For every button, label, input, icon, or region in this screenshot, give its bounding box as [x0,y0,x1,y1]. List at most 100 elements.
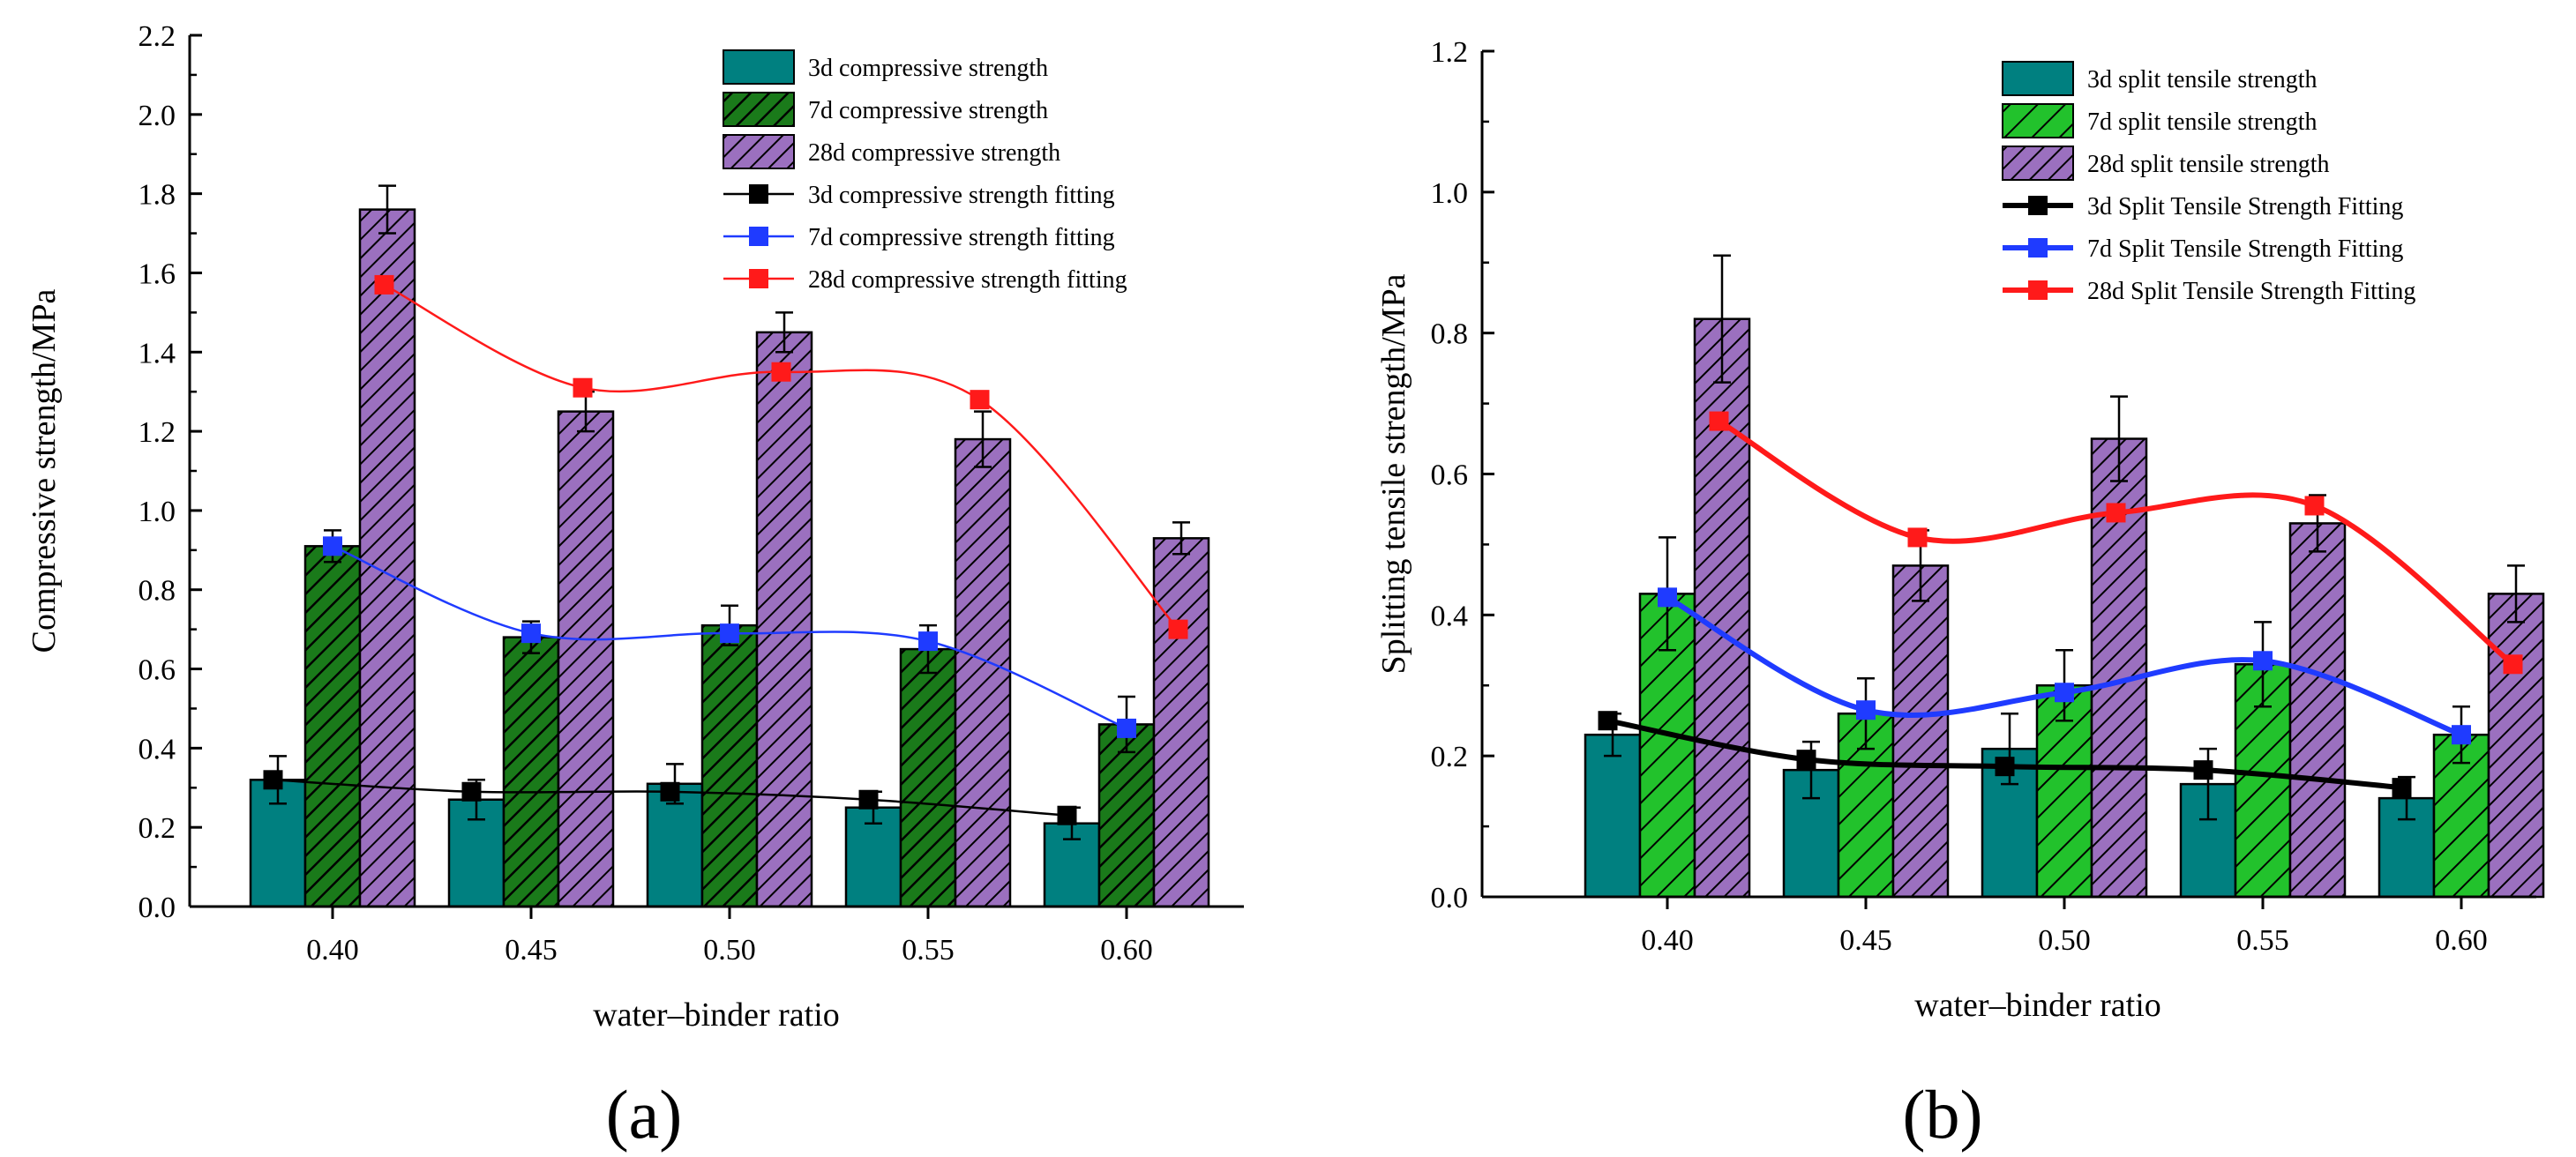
y-tick-label: 0.2 [1431,741,1469,773]
legend-label: 3d compressive strength [808,55,1048,82]
fit-marker-7d [2055,683,2074,703]
x-tick-label: 0.50 [703,934,756,967]
fit-marker-28d [1168,619,1188,639]
bar-7d [899,647,957,908]
bar-28d [954,437,1012,908]
fit-marker-3d [1057,805,1077,825]
bar-28d [1693,317,1751,899]
legend-marker-28d [749,269,768,288]
bar-7d [700,623,759,908]
fit-marker-7d [1658,587,1677,608]
legend-swatch-3d [723,49,795,85]
fit-marker-3d [1995,757,2015,777]
bar-28d [557,410,615,908]
bar-28d [2288,522,2347,899]
fit-marker-28d [2503,654,2523,675]
y-tick-label: 0.8 [139,575,176,608]
x-tick-label: 0.55 [2236,924,2289,957]
panel-label: (a) [606,1076,683,1153]
fit-marker-3d [461,781,482,802]
fit-marker-28d [374,274,394,295]
x-tick-label: 0.50 [2038,924,2091,957]
legend-marker-3d [749,184,768,204]
fit-marker-3d [660,781,680,802]
error-bar [1713,254,1731,384]
x-axis-title: water–binder ratio [1914,987,2161,1024]
fit-marker-3d [2392,778,2412,798]
bar-28d [755,331,813,908]
fit-marker-28d [573,377,593,398]
legend: 3d compressive strength 7d compressive st… [723,49,1127,294]
bar-7d [303,545,362,908]
fit-marker-28d [2106,503,2126,523]
fit-marker-28d [1709,411,1729,431]
bar-28d [2487,593,2545,899]
legend-swatch-28d [723,134,795,169]
bar-7d [502,636,560,908]
x-tick-label: 0.45 [1839,924,1892,957]
panel-a-compressive-chart: 0.0 0.2 0.4 0.6 0.8 1.0 1.2 1.4 1.6 1.8 2.0 2.2 0.40… [26,20,1244,1153]
y-axis-title: Compressive strength/MPa [26,289,63,653]
error-bar [1172,521,1190,556]
y-tick-label: 0.0 [1431,882,1469,914]
legend-marker-3d [2028,196,2048,215]
fit-marker-7d [2253,651,2273,671]
y-tick-label: 1.2 [139,416,176,449]
fit-marker-28d [771,362,791,382]
y-tick-label: 0.4 [1431,600,1469,632]
panel-b-tensile-chart: 0.0 0.2 0.4 0.6 0.8 1.0 1.2 0.40 0.45 0.50 0.55 0.6… [1375,36,2545,1153]
y-tick-label: 1.2 [1431,36,1469,69]
legend-marker-7d [749,227,768,246]
legend-label: 3d Split Tensile Strength Fitting [2087,193,2403,220]
legend-label: 7d compressive strength [808,97,1048,124]
y-tick-label: 0.2 [139,812,176,845]
fit-marker-7d [918,631,938,652]
y-axis-title: Splitting tensile strength/MPa [1375,273,1412,674]
legend-swatch-3d [2002,61,2074,96]
x-tick-label: 0.40 [1641,924,1694,957]
fit-marker-3d [1796,750,1816,770]
panel-label: (b) [1903,1076,1983,1153]
fit-marker-7d [2452,725,2471,745]
fit-marker-3d [2193,760,2213,780]
x-tick-label: 0.40 [306,934,359,967]
y-tick-label: 1.8 [139,179,176,212]
fit-marker-7d [1117,718,1136,738]
error-bar [2507,564,2525,623]
y-tick-label: 0.6 [1431,459,1469,492]
bar-28d [358,208,416,908]
fit-marker-7d [1856,700,1876,720]
fit-marker-7d [521,623,541,644]
legend-label: 28d compressive strength fitting [808,266,1127,294]
y-tick-label: 2.0 [139,100,176,132]
fit-marker-28d [970,390,990,410]
y-tick-label: 0.6 [139,654,176,687]
fit-marker-3d [858,789,879,810]
legend-label: 28d compressive strength [808,139,1060,167]
y-tick-label: 2.2 [139,20,176,53]
bar-28d [1891,564,1950,899]
x-tick-label: 0.55 [902,934,955,967]
legend-label: 3d compressive strength fitting [808,182,1115,209]
fit-marker-3d [263,770,283,790]
legend-swatch-7d [2002,103,2074,138]
x-tick-label: 0.60 [2435,924,2488,957]
legend-label: 28d Split Tensile Strength Fitting [2087,278,2415,305]
fit-marker-7d [323,536,342,556]
error-bar [378,184,396,235]
legend-label: 3d split tensile strength [2087,66,2318,93]
fit-marker-7d [720,623,739,644]
legend: 3d split tensile strength 7d split tensil… [2002,61,2415,305]
bar-28d [1152,537,1210,908]
y-tick-label: 0.4 [139,733,176,765]
legend-marker-28d [2028,280,2048,300]
fit-marker-28d [1907,527,1928,548]
fit-marker-3d [1598,711,1618,731]
y-tick-label: 1.6 [139,258,176,290]
legend-label: 7d split tensile strength [2087,108,2318,136]
legend-label: 7d compressive strength fitting [808,224,1115,251]
x-axis-title: water–binder ratio [593,997,840,1034]
legend-marker-7d [2028,238,2048,258]
legend-swatch-7d [723,92,795,127]
